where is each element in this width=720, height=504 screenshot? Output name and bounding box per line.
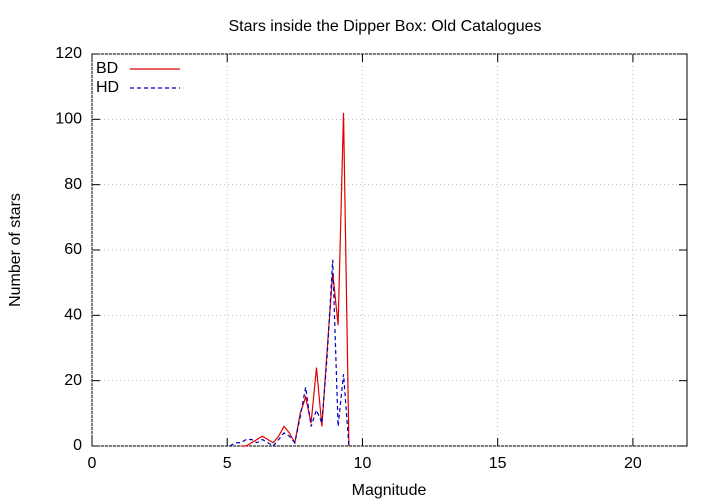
x-tick-label: 0 <box>88 455 97 472</box>
series-line <box>229 259 350 447</box>
legend-label: HD <box>96 79 119 96</box>
legend-label: BD <box>96 60 118 77</box>
series-line <box>240 112 350 447</box>
y-axis-label: Number of stars <box>7 193 24 307</box>
x-tick-label: 15 <box>489 455 507 472</box>
y-tick-label: 20 <box>64 372 82 389</box>
x-tick-label: 10 <box>354 455 372 472</box>
plot-frame <box>91 53 688 447</box>
y-tick-label: 40 <box>64 307 82 324</box>
x-tick-label: 5 <box>223 455 232 472</box>
x-tick-label: 20 <box>624 455 642 472</box>
chart-title: Stars inside the Dipper Box: Old Catalog… <box>228 18 541 35</box>
y-tick-label: 80 <box>64 176 82 193</box>
y-tick-label: 120 <box>55 45 82 62</box>
y-tick-label: 100 <box>55 111 82 128</box>
x-axis-label: Magnitude <box>352 482 427 499</box>
y-tick-label: 60 <box>64 241 82 258</box>
y-tick-label: 0 <box>73 437 82 454</box>
